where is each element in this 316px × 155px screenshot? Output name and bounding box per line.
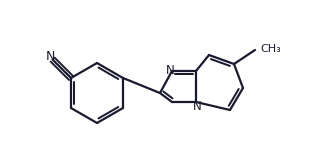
Text: N: N <box>166 64 174 77</box>
Text: CH₃: CH₃ <box>260 44 281 54</box>
Text: N: N <box>193 100 201 113</box>
Text: N: N <box>46 50 55 63</box>
